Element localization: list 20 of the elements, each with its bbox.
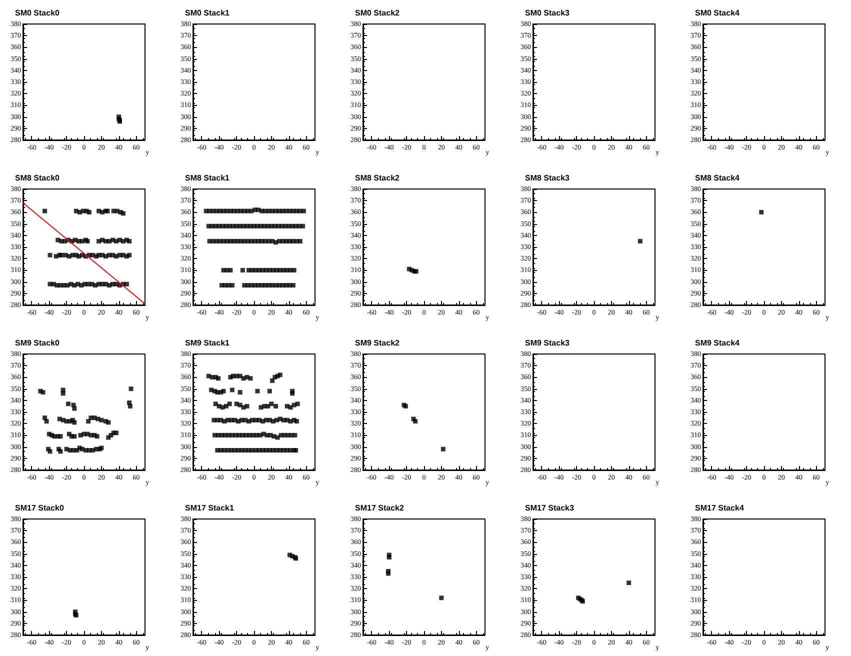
chart-title: SM8 Stack3 [525,174,570,182]
chart-title: SM0 Stack4 [695,8,740,18]
chart-title: SM9 Stack0 [15,338,60,348]
chart-title: SM0 Stack1 [185,8,230,18]
chart-title: SM9 Stack3 [525,338,570,348]
chart-title: SM0 Stack2 [355,8,400,18]
chart-title: SM17 Stack2 [355,504,404,512]
chart-title: SM8 Stack4 [695,174,740,182]
chart-title: SM17 Stack1 [185,504,234,512]
chart-title: SM17 Stack3 [525,504,574,512]
chart-title: SM8 Stack1 [185,174,230,182]
chart-title: SM8 Stack2 [355,174,400,182]
chart-title: SM17 Stack0 [15,504,64,512]
chart-title: SM17 Stack4 [695,504,744,512]
chart-title: SM9 Stack1 [185,338,230,348]
chart-title: SM0 Stack3 [525,8,570,18]
chart-title: SM9 Stack2 [355,338,400,348]
chart-title: SM9 Stack4 [695,338,740,348]
chart-title: SM0 Stack0 [15,8,60,18]
chart-title: SM8 Stack0 [15,174,60,182]
